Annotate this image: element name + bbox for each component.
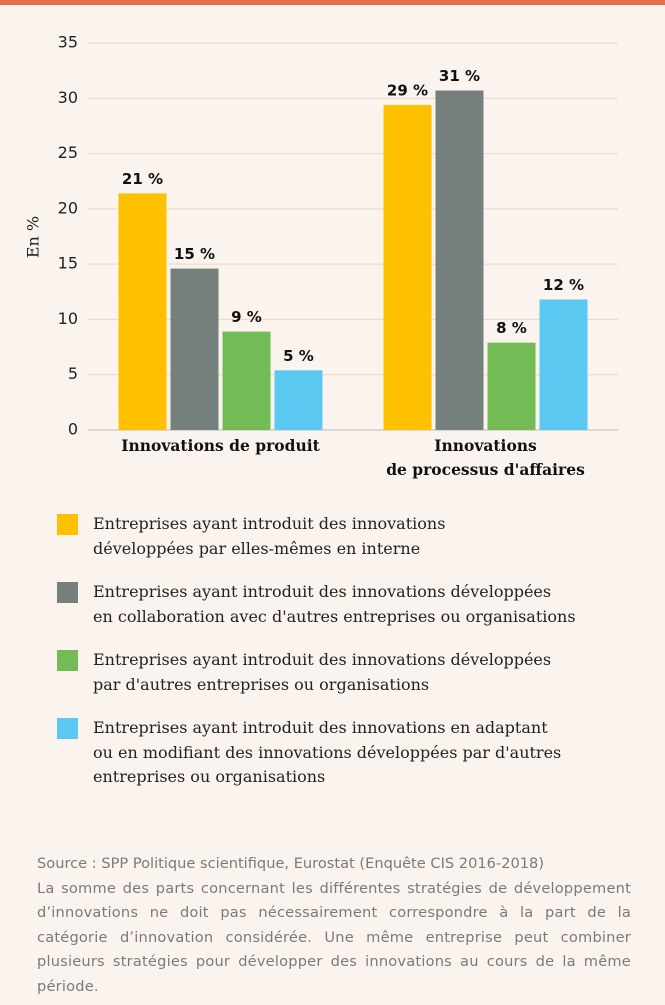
legend-swatch	[57, 650, 78, 671]
bar	[274, 370, 323, 430]
chart: En % 0 5 10 15 20 25 30 35 21 % 15 % 9 % 5 % 29 % 31 …	[24, 33, 618, 439]
legend-item: Entreprises ayant introduit des innovati…	[57, 716, 657, 790]
y-tick-label: 20	[58, 198, 78, 217]
value-label: 21 %	[122, 170, 163, 188]
legend-label: Entreprises ayant introduit des innovati…	[93, 718, 562, 786]
value-label: 8 %	[496, 319, 527, 337]
x-tick-label: Innovations de processus d'affaires	[386, 436, 585, 479]
y-tick-label: 5	[68, 364, 78, 383]
x-tick-label: Innovations de produit	[121, 436, 320, 455]
bar	[170, 268, 219, 430]
legend-label: Entreprises ayant introduit des innovati…	[93, 582, 576, 626]
value-label: 12 %	[543, 276, 584, 294]
legend-item: Entreprises ayant introduit des innovati…	[57, 512, 657, 561]
legend-label: Entreprises ayant introduit des innovati…	[93, 514, 446, 558]
value-label: 5 %	[283, 347, 314, 365]
bar	[435, 90, 484, 430]
legend-swatch	[57, 718, 78, 739]
legend-item: Entreprises ayant introduit des innovati…	[57, 648, 657, 697]
value-label: 31 %	[439, 67, 480, 85]
value-label: 9 %	[231, 308, 262, 326]
bar	[222, 331, 271, 430]
value-label: 29 %	[387, 81, 428, 99]
source: Source : SPP Politique scientifique, Eur…	[37, 855, 545, 872]
bar	[487, 342, 536, 430]
value-label: 15 %	[174, 245, 215, 263]
y-tick-label: 10	[58, 309, 78, 328]
y-tick-label: 15	[58, 254, 78, 273]
y-tick-label: 0	[68, 420, 78, 439]
y-tick-label: 35	[58, 33, 78, 52]
legend: Entreprises ayant introduit des innovati…	[57, 512, 657, 809]
top-bar	[0, 0, 665, 5]
legend-swatch	[57, 514, 78, 535]
bar	[383, 104, 432, 431]
legend-label: Entreprises ayant introduit des innovati…	[93, 650, 552, 694]
legend-swatch	[57, 582, 78, 603]
note: La somme des parts concernant les différ…	[37, 879, 631, 995]
legend-item: Entreprises ayant introduit des innovati…	[57, 580, 657, 629]
y-tick-label: 30	[58, 88, 78, 107]
notes: Source : SPP Politique scientifique, Eur…	[37, 852, 631, 999]
bar	[539, 299, 588, 430]
y-axis-label: En %	[24, 216, 43, 258]
y-tick-label: 25	[58, 143, 78, 162]
bar	[118, 193, 167, 430]
